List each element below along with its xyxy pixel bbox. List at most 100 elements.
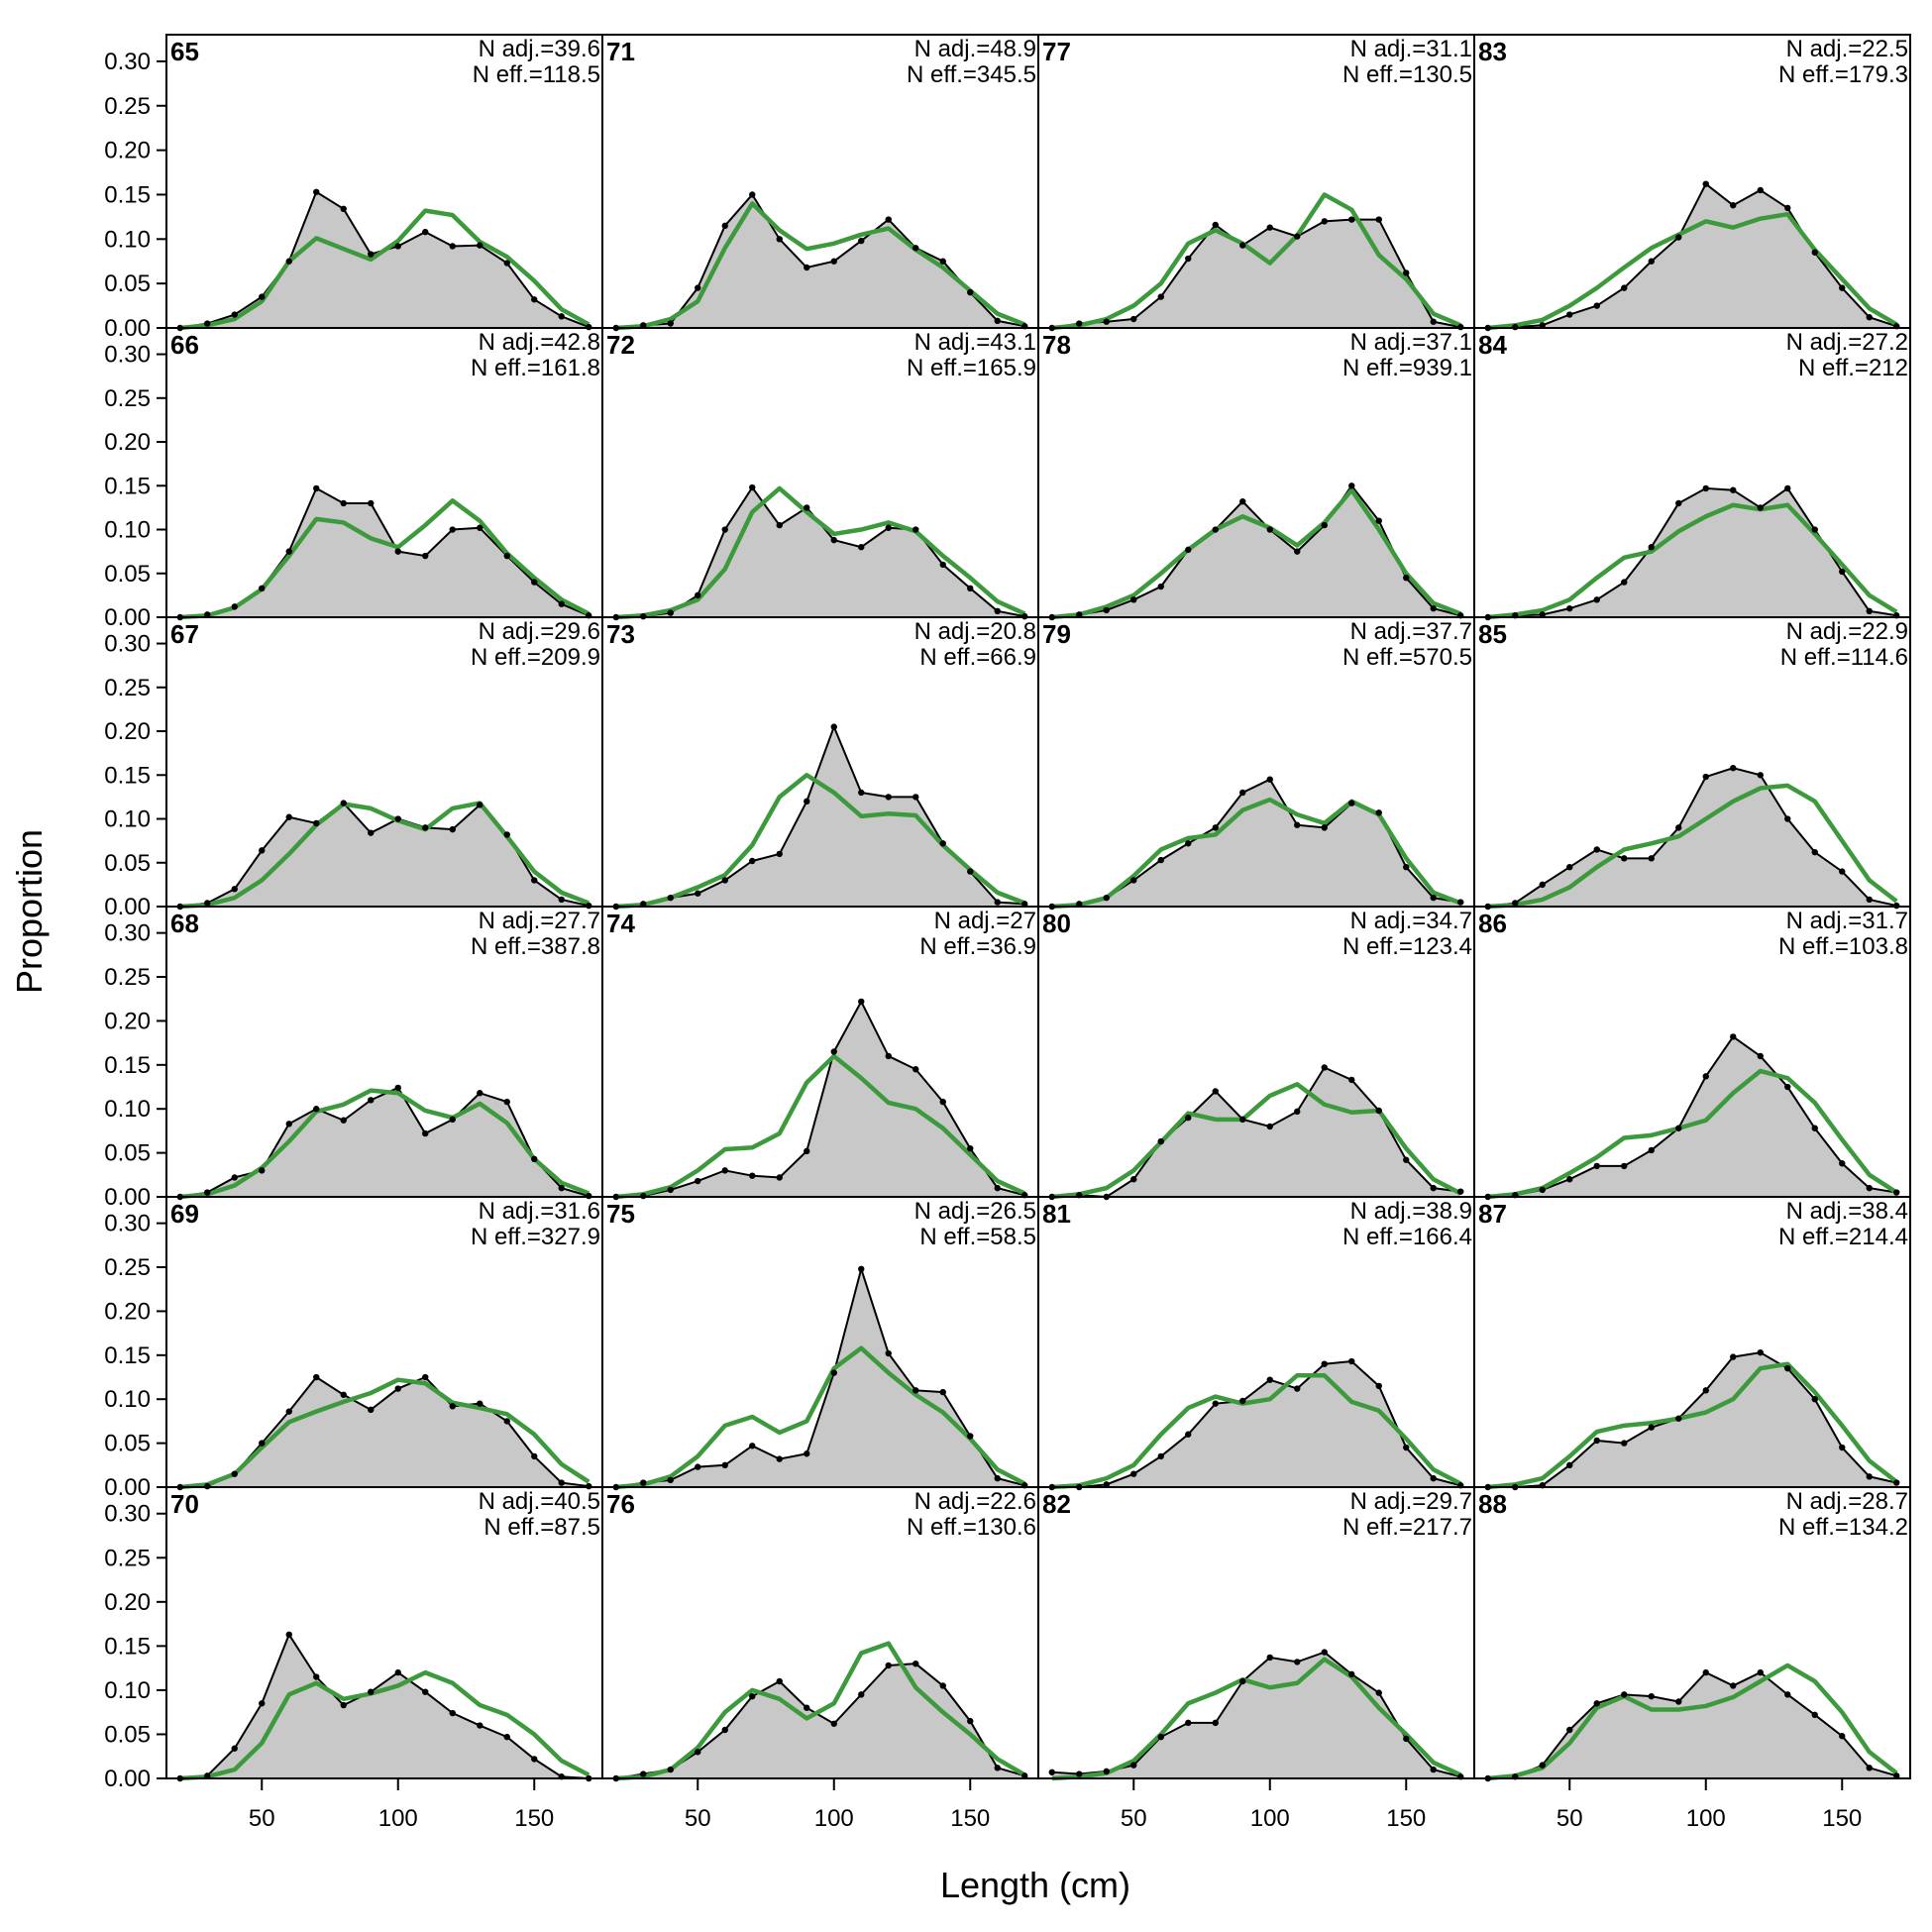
- panel-year-label: 71: [606, 37, 635, 66]
- y-tick-label: 0.05: [104, 1140, 151, 1167]
- y-tick-label: 0.25: [104, 93, 151, 120]
- observed-area: [179, 1377, 590, 1487]
- panel-year-label: 78: [1042, 330, 1071, 360]
- observed-point: [640, 901, 647, 908]
- expected-line: [1051, 192, 1462, 331]
- observed-point: [259, 1700, 266, 1707]
- observed-point: [1076, 1771, 1083, 1777]
- observed-point: [967, 288, 974, 296]
- observed-line: [1487, 767, 1897, 908]
- panel-n-adj: N adj.=40.5: [479, 1488, 600, 1515]
- observed-point: [1103, 1481, 1110, 1488]
- expected-line: [179, 208, 590, 331]
- observed-point: [912, 245, 919, 252]
- observed-point: [776, 1174, 783, 1181]
- observed-point: [830, 1720, 837, 1727]
- y-tick-label: 0.05: [104, 1721, 151, 1748]
- panel-79: 79 N adj.=37.7N eff.=570.5: [1037, 616, 1475, 911]
- y-tick-label: 0.10: [104, 1677, 151, 1704]
- observed-point: [1866, 896, 1873, 904]
- observed-point: [1212, 1400, 1219, 1407]
- observed-point: [667, 1476, 674, 1484]
- panel-86: 86 N adj.=31.7N eff.=103.8: [1473, 906, 1911, 1201]
- panel-year-label: 81: [1042, 1199, 1071, 1229]
- observed-point: [1702, 180, 1709, 187]
- observed-area: [1051, 1361, 1461, 1487]
- observed-point: [1839, 284, 1846, 291]
- observed-point: [1866, 314, 1873, 321]
- observed-point: [1375, 216, 1382, 223]
- panel-n-eff: N eff.=123.4: [1342, 933, 1472, 960]
- x-tick-label: 150: [514, 1805, 554, 1832]
- observed-area: [615, 1664, 1025, 1778]
- panel-n-adj: N adj.=38.9: [1350, 1198, 1472, 1225]
- y-tick-label: 0.15: [104, 1633, 151, 1660]
- observed-point: [558, 600, 565, 607]
- observed-point: [939, 561, 946, 569]
- observed-line: [1487, 1035, 1897, 1198]
- observed-point: [804, 1450, 810, 1457]
- observed-point: [858, 1691, 865, 1698]
- observed-point: [231, 1470, 238, 1477]
- panel-n-eff: N eff.=58.5: [919, 1224, 1036, 1250]
- expected-line: [615, 201, 1026, 331]
- observed-point: [1621, 1440, 1628, 1447]
- observed-point: [1784, 1364, 1791, 1372]
- observed-point: [1539, 881, 1546, 889]
- x-tick-label: 100: [814, 1805, 854, 1832]
- observed-point: [967, 585, 974, 591]
- observed-point: [340, 800, 347, 806]
- panel-n-adj: N adj.=31.7: [1786, 908, 1908, 934]
- panel-n-adj: N adj.=29.7: [1350, 1488, 1472, 1515]
- observed-point: [1348, 216, 1355, 223]
- observed-point: [1185, 1719, 1192, 1727]
- observed-point: [531, 1452, 538, 1460]
- y-tick-label: 0.05: [104, 270, 151, 297]
- observed-point: [1321, 824, 1328, 831]
- observed-point: [204, 320, 211, 327]
- expected-line: [1487, 211, 1898, 331]
- observed-point: [285, 1408, 292, 1415]
- observed-point: [858, 789, 865, 797]
- panel-n-adj: N adj.=28.7: [1786, 1488, 1908, 1515]
- observed-point: [885, 794, 892, 801]
- observed-point: [231, 1174, 238, 1181]
- observed-point: [1076, 320, 1083, 327]
- observed-point: [1730, 202, 1737, 209]
- observed-point: [340, 499, 347, 507]
- observed-area: [615, 194, 1025, 328]
- observed-point: [394, 815, 401, 822]
- observed-point: [340, 205, 347, 213]
- observed-point: [477, 242, 483, 249]
- observed-point: [1103, 606, 1110, 614]
- observed-point: [1294, 1659, 1301, 1665]
- panel-year-label: 75: [606, 1199, 635, 1229]
- observed-point: [1866, 1473, 1873, 1480]
- observed-point: [1566, 311, 1573, 318]
- observed-area: [1051, 485, 1461, 617]
- panel-n-eff: N eff.=103.8: [1778, 933, 1908, 960]
- observed-point: [231, 886, 238, 893]
- observed-point: [285, 548, 292, 555]
- x-tick-label: 50: [1121, 1805, 1147, 1832]
- panel-n-adj: N adj.=27: [934, 908, 1036, 934]
- observed-point: [1866, 607, 1873, 615]
- observed-point: [1621, 1691, 1628, 1698]
- observed-point: [1294, 233, 1301, 240]
- observed-point: [994, 1765, 1001, 1771]
- panel-n-eff: N eff.=179.3: [1778, 61, 1908, 88]
- observed-point: [830, 536, 837, 544]
- panel-n-eff: N eff.=118.5: [473, 61, 600, 88]
- observed-point: [204, 611, 211, 618]
- y-tick-label: 0.20: [104, 1008, 151, 1034]
- observed-point: [1239, 1677, 1246, 1685]
- observed-line: [1487, 182, 1897, 329]
- panel-67: 67 N adj.=29.6N eff.=209.9: [165, 616, 603, 911]
- observed-point: [1294, 548, 1301, 555]
- y-tick-label: 0.00: [104, 894, 151, 920]
- observed-point: [313, 484, 320, 492]
- observed-point: [1784, 1691, 1791, 1698]
- observed-point: [394, 548, 401, 555]
- observed-point: [994, 899, 1001, 906]
